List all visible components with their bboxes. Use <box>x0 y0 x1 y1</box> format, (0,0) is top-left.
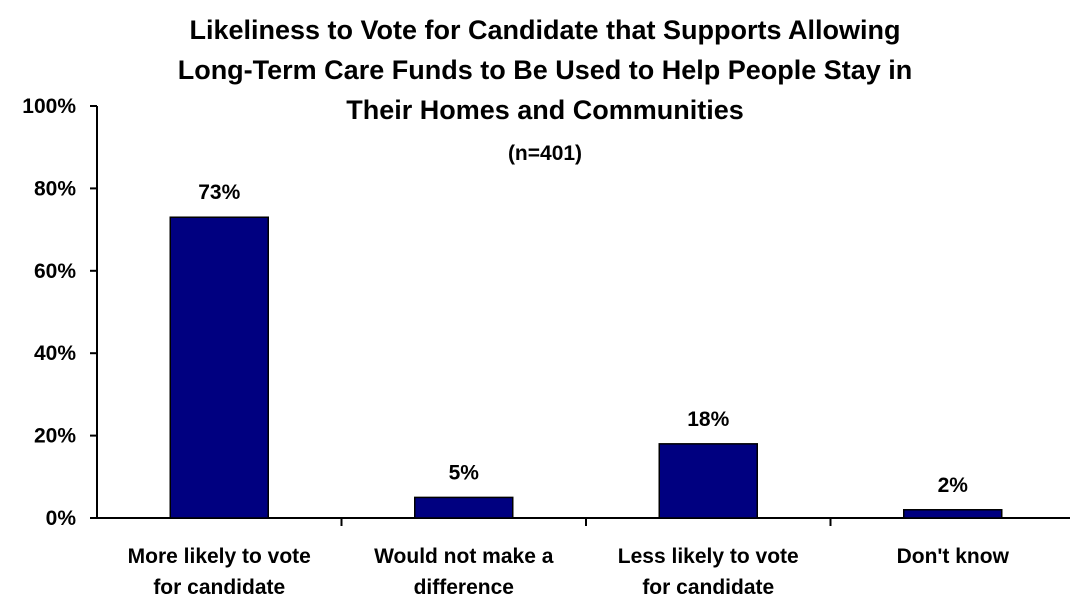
chart-subtitle: (n=401) <box>508 142 582 165</box>
bar <box>658 443 758 519</box>
x-tick-label: More likely to vote for candidate <box>128 545 311 599</box>
y-axis: 0% 20% 40% 60% 80% 100% <box>22 95 98 530</box>
y-tick-label: 60% <box>34 260 76 283</box>
bar <box>903 509 1003 519</box>
chart-title-line: Likeliness to Vote for Candidate that Su… <box>189 15 900 45</box>
x-tick-label-line: Less likely to vote <box>618 545 799 568</box>
x-tick-label-line: Don't know <box>897 545 1010 568</box>
x-tick-label-line: for candidate <box>642 576 774 599</box>
y-tick-label: 0% <box>46 507 77 530</box>
data-label: 18% <box>687 408 729 431</box>
x-tick-label-line: difference <box>414 576 514 599</box>
y-tick-label: 20% <box>34 425 76 448</box>
y-tick-label: 80% <box>34 177 76 200</box>
chart-title-line: Their Homes and Communities <box>346 95 744 125</box>
x-tick-label: Don't know <box>897 545 1010 568</box>
data-label: 5% <box>449 461 480 484</box>
x-tick-label: Less likely to vote for candidate <box>618 545 799 599</box>
y-tick-label: 100% <box>22 95 76 118</box>
bars <box>169 216 1003 519</box>
bar <box>414 496 514 519</box>
x-tick-label-line: Would not make a <box>374 545 554 568</box>
data-label: 2% <box>938 474 969 497</box>
chart-title-line: Long-Term Care Funds to Be Used to Help … <box>178 55 913 85</box>
x-tick-label: Would not make a difference <box>374 545 554 599</box>
category-labels: More likely to vote for candidate Would no… <box>128 545 1010 599</box>
bar <box>169 216 269 519</box>
x-axis <box>97 517 1070 526</box>
data-label: 73% <box>198 181 240 204</box>
data-labels: 73% 5% 18% 2% <box>198 181 968 497</box>
y-tick-label: 40% <box>34 342 76 365</box>
x-tick-label-line: More likely to vote <box>128 545 311 568</box>
x-tick-label-line: for candidate <box>153 576 285 599</box>
chart-title: Likeliness to Vote for Candidate that Su… <box>178 15 913 125</box>
